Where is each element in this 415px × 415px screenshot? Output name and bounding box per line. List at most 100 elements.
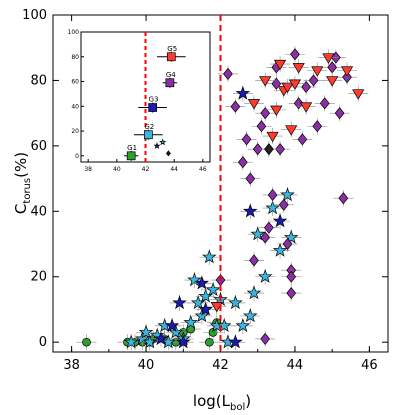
- data-point-navy-star: [198, 301, 213, 316]
- data-point-purple-diamond: [286, 287, 297, 300]
- data-point-cyan-star: [250, 226, 265, 241]
- data-point-red-triangle-down: [270, 105, 283, 117]
- data-point-cyan-star: [228, 295, 243, 310]
- inset-x-tick-label: 38: [84, 166, 92, 173]
- data-point-cyan-star: [138, 324, 154, 339]
- data-point-purple-diamond: [230, 100, 241, 113]
- data-point-purple-diamond: [312, 120, 323, 133]
- data-point-cyan-star: [265, 200, 280, 215]
- inset-group-label: G4: [166, 71, 176, 79]
- data-point-purple-diamond: [260, 332, 271, 345]
- data-point-purple-diamond: [308, 74, 319, 87]
- data-point-cyan-star: [168, 324, 184, 339]
- data-point-navy-star: [272, 213, 288, 228]
- data-point-navy-star: [164, 318, 180, 332]
- data-point-navy-star: [172, 295, 187, 310]
- data-point-cyan-star: [257, 269, 273, 283]
- data-point-cyan-star: [183, 314, 198, 329]
- data-point-purple-diamond: [286, 270, 297, 283]
- data-point-red-triangle-down: [273, 59, 287, 71]
- data-point-navy-star: [194, 275, 210, 290]
- data-point-purple-diamond: [301, 80, 311, 94]
- data-point-purple-diamond: [260, 107, 271, 120]
- data-point-red-triangle-down: [288, 79, 302, 90]
- data-point-red-triangle-down: [266, 131, 279, 143]
- y-axis-title-subscript: torus: [22, 178, 33, 204]
- data-point-cyan-star: [123, 334, 139, 349]
- data-point-purple-diamond: [319, 97, 330, 110]
- inset-group-label: G3: [149, 96, 159, 104]
- data-point-cyan-star: [246, 285, 262, 300]
- inset-group-label: G5: [167, 45, 177, 53]
- data-point-purple-diamond: [223, 67, 233, 80]
- y-axis-title-close: (%): [12, 152, 30, 178]
- data-point-purple-diamond: [282, 237, 293, 251]
- inset-extra-star: [153, 142, 161, 149]
- data-point-red-triangle-down: [259, 76, 272, 87]
- data-point-red-triangle-down: [247, 99, 261, 110]
- x-tick-label: 40: [138, 358, 155, 373]
- inset-y-tick-label: 0: [75, 153, 79, 160]
- x-tick-label: 42: [212, 358, 229, 373]
- data-point-purple-diamond: [290, 48, 300, 61]
- data-point-red-triangle-down: [281, 82, 294, 94]
- x-tick-label: 44: [287, 358, 304, 373]
- y-tick-label: 60: [30, 139, 47, 154]
- data-point-navy-star: [228, 334, 243, 349]
- data-point-purple-diamond: [275, 143, 285, 156]
- data-point-cyan-star: [205, 282, 221, 297]
- data-point-red-triangle-down: [326, 76, 339, 87]
- inset-x-tick-label: 44: [170, 166, 178, 173]
- y-tick-label: 80: [30, 73, 47, 88]
- data-point-purple-diamond: [338, 192, 349, 205]
- data-point-cyan-star: [280, 187, 295, 202]
- data-point-red-triangle-down: [352, 89, 365, 100]
- y-axis-title: Ctorus(%): [12, 152, 33, 214]
- data-point-red-triangle-down: [311, 66, 324, 77]
- data-point-purple-diamond: [297, 133, 308, 146]
- inset-x-tick-label: 40: [113, 166, 121, 173]
- y-tick-label: 20: [30, 270, 47, 285]
- inset-points: G1 G2 G3 G4 G5: [124, 45, 186, 161]
- data-point-purple-diamond: [249, 254, 259, 267]
- y-tick-label: 0: [39, 335, 47, 350]
- data-point-red-triangle-down: [285, 125, 298, 136]
- inset-group-marker: [166, 52, 176, 62]
- inset-y-tick-label: 60: [71, 79, 79, 86]
- inset-group-marker: [126, 151, 136, 161]
- data-point-red-triangle-down: [299, 102, 313, 113]
- data-point-cyan-star: [135, 331, 150, 346]
- data-point-cyan-star: [202, 249, 217, 264]
- data-point-navy-star: [235, 85, 251, 100]
- data-point-purple-diamond: [278, 198, 289, 211]
- inset-extra-diamond: [165, 150, 171, 157]
- x-tick-label: 46: [361, 358, 378, 373]
- data-point-cyan-star: [272, 242, 288, 257]
- main-plot-points: [76, 46, 369, 351]
- data-point-cyan-star: [216, 318, 232, 332]
- data-point-cyan-star: [187, 272, 202, 287]
- data-point-red-triangle-down: [340, 66, 354, 77]
- data-point-purple-diamond: [293, 97, 304, 110]
- x-axis-title-subscript: bol: [230, 402, 245, 413]
- inset-group-label: G1: [127, 144, 137, 152]
- data-point-purple-diamond: [327, 61, 338, 74]
- data-point-purple-diamond: [256, 120, 267, 133]
- data-point-black-diamond: [264, 143, 274, 156]
- inset-y-tick-label: 100: [68, 29, 80, 36]
- inset-x-tick-label: 42: [142, 166, 150, 173]
- data-point-cyan-star: [243, 308, 258, 323]
- data-point-red-triangle-down: [292, 63, 305, 74]
- data-point-purple-diamond: [334, 107, 345, 120]
- y-axis-title-main: C: [12, 204, 30, 214]
- data-point-cyan-star: [235, 318, 251, 332]
- data-point-purple-diamond: [267, 188, 278, 202]
- data-point-purple-diamond: [252, 143, 263, 156]
- data-point-purple-diamond: [245, 172, 256, 185]
- data-point-purple-diamond: [260, 231, 271, 244]
- inset-x-tick-label: 46: [199, 166, 207, 173]
- data-point-navy-star: [243, 203, 258, 218]
- inset-group-marker: [165, 78, 175, 88]
- inset-group-marker: [148, 103, 158, 112]
